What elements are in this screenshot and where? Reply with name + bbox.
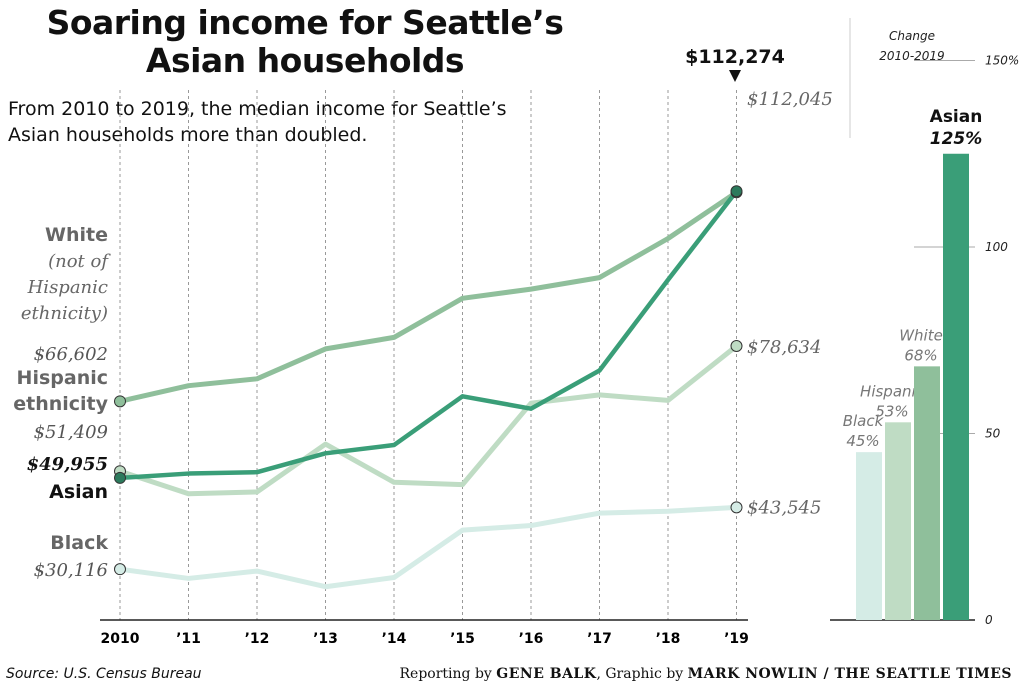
bar-title-line1: Change	[889, 29, 935, 43]
bar-white	[914, 366, 940, 620]
source-note: Source: U.S. Census Bureau	[6, 666, 202, 682]
end-value-asian-pointer	[729, 70, 741, 82]
start-point-black	[114, 563, 126, 576]
start-point-asian	[114, 471, 126, 484]
bar-y-tick-3: 150%	[985, 54, 1019, 68]
series-name-black-0: Black	[50, 532, 108, 554]
end-point-asian	[730, 185, 743, 198]
bar-category-asian: Asian	[930, 107, 983, 127]
x-tick-label-8: ’18	[656, 631, 681, 647]
start-value-hispanic: $51,409	[34, 422, 108, 443]
x-tick-label-2: ’12	[245, 631, 270, 647]
chart-title-line1: Soaring income for Seattle’s	[46, 3, 564, 42]
credit-reporter: GENE BALK	[496, 666, 597, 682]
bar-value-label-hispanic: 53%	[875, 402, 908, 420]
series-name-hispanic-0: Hispanic	[17, 367, 108, 389]
credit-line: Reporting by GENE BALK, Graphic by MARK …	[400, 666, 1013, 682]
series-name-white-0: White	[45, 224, 108, 246]
x-tick-label-4: ’14	[382, 631, 407, 647]
bar-category-hispanic: Hispanic	[860, 382, 925, 400]
series-name-white-3: ethnicity)	[21, 303, 108, 324]
end-value-black: $43,545	[747, 497, 821, 518]
x-tick-label-6: ’16	[519, 631, 544, 647]
bar-hispanic	[885, 422, 911, 620]
bar-value-label-asian: 125%	[930, 129, 983, 149]
bar-value-label-white: 68%	[904, 346, 937, 364]
bar-y-tick-2: 100	[985, 240, 1008, 254]
end-point-hispanic	[730, 339, 743, 352]
credit-graphic: MARK NOWLIN / THE SEATTLE TIMES	[687, 666, 1012, 682]
x-tick-label-0: 2010	[101, 631, 140, 647]
x-tick-label-7: ’17	[587, 631, 612, 647]
start-value-black: $30,116	[34, 560, 108, 581]
series-name-asian-0: Asian	[49, 481, 108, 503]
bar-category-black: Black	[843, 412, 885, 430]
credit-middle: , Graphic by	[596, 666, 688, 682]
series-line-black	[119, 504, 737, 590]
chart-title-line2: Asian households	[145, 41, 465, 80]
chart-subtitle-line2: Asian households more than doubled.	[8, 124, 368, 146]
series-line-asian	[119, 189, 739, 481]
series-line-white	[119, 190, 738, 404]
series-name-white-2: Hispanic	[27, 277, 108, 298]
credit-prefix: Reporting by	[399, 666, 497, 682]
start-point-white	[114, 395, 126, 408]
x-tick-label-1: ’11	[176, 631, 201, 647]
end-value-white: $112,045	[747, 89, 833, 110]
series-name-hispanic-1: ethnicity	[13, 393, 108, 415]
bar-value-label-black: 45%	[846, 432, 879, 450]
end-value-hispanic: $78,634	[747, 337, 821, 358]
bar-y-tick-0: 0	[985, 613, 993, 627]
end-value-asian: $112,274	[685, 46, 785, 68]
bar-y-tick-1: 50	[985, 427, 1001, 441]
bar-black	[856, 452, 882, 620]
bar-asian	[943, 153, 969, 620]
start-value-asian: $49,955	[27, 454, 108, 475]
x-tick-label-9: ’19	[724, 631, 749, 647]
series-name-white-1: (not of	[48, 251, 111, 272]
series-line-hispanic	[119, 344, 739, 497]
start-value-white: $66,602	[34, 344, 108, 365]
bar-category-white: White	[899, 326, 943, 344]
end-point-black	[730, 501, 743, 514]
x-tick-label-3: ’13	[313, 631, 338, 647]
bar-title-line2: 2010-2019	[879, 49, 944, 63]
x-tick-label-5: ’15	[450, 631, 475, 647]
chart-title: Soaring income for Seattle’s Asian house…	[0, 4, 610, 80]
